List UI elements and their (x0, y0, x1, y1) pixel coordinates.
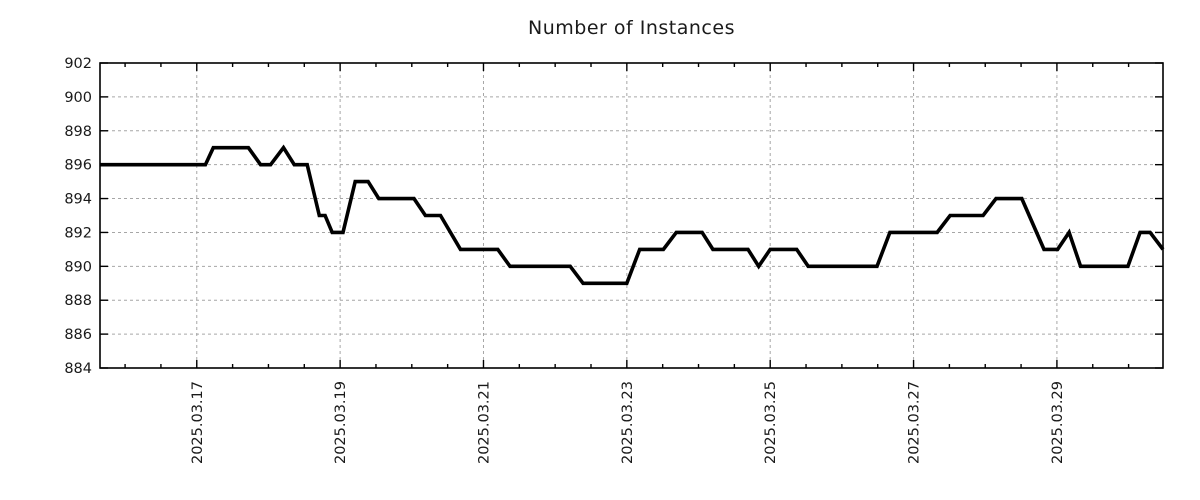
x-tick-label: 2025.03.29 (1050, 381, 1066, 464)
x-tick-label: 2025.03.25 (763, 381, 779, 464)
x-tick-label: 2025.03.23 (620, 381, 636, 464)
y-tick-label: 884 (64, 361, 92, 377)
y-tick-label: 896 (64, 158, 92, 174)
series-line-instances (100, 144, 1165, 286)
y-tick-label: 898 (64, 124, 92, 140)
y-tick-label: 886 (64, 327, 92, 343)
y-tick-label: 890 (64, 259, 92, 275)
y-tick-label: 902 (64, 56, 92, 72)
y-tick-label: 894 (64, 192, 92, 208)
x-tick-label: 2025.03.17 (190, 381, 206, 464)
x-tick-label: 2025.03.19 (333, 381, 349, 464)
y-tick-label: 892 (64, 225, 92, 241)
y-tick-label: 900 (64, 90, 92, 106)
chart-title: Number of Instances (528, 17, 735, 39)
x-tick-label: 2025.03.21 (476, 381, 492, 464)
plot-frame (99, 62, 1164, 369)
x-tick-label: 2025.03.27 (907, 381, 923, 464)
y-tick-label: 888 (64, 293, 92, 309)
